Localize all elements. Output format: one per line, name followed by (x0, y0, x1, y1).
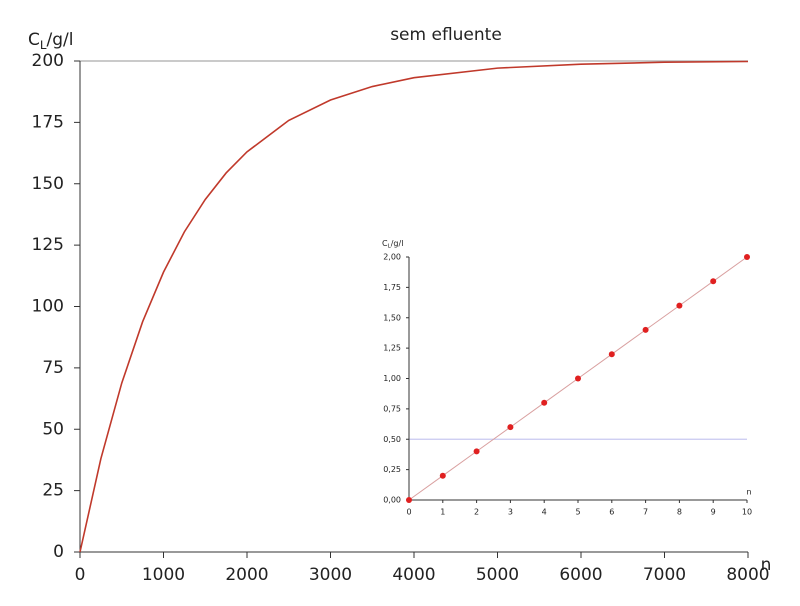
x-tick-label: 2 (474, 508, 479, 517)
y-axis-label: CL/g/l (382, 239, 403, 249)
data-point (541, 399, 548, 406)
y-tick-label: 75 (42, 358, 64, 378)
data-point (439, 472, 446, 479)
y-tick-label: 150 (32, 174, 64, 194)
x-tick-label: 8 (677, 508, 682, 517)
x-tick-label: 0 (406, 508, 411, 517)
y-tick-label: 1,00 (383, 374, 401, 383)
y-tick-label: 2,00 (383, 253, 401, 262)
x-tick-label: 7 (643, 508, 648, 517)
x-tick-label: 2000 (225, 565, 268, 585)
data-point (676, 302, 683, 309)
y-tick-label: 0,00 (383, 496, 401, 505)
y-axis-label-part: C (28, 30, 40, 50)
x-tick-label: 7000 (643, 565, 686, 585)
x-tick-label: 4 (542, 508, 547, 517)
x-tick-label: 5000 (476, 565, 519, 585)
y-axis-label-part: C (382, 239, 388, 248)
x-tick-label: 3000 (309, 565, 352, 585)
y-tick-label: 100 (32, 297, 64, 317)
data-line (79, 60, 749, 553)
x-tick-label: 1000 (142, 565, 185, 585)
data-point (642, 326, 649, 333)
data-point (507, 424, 514, 431)
data-point (575, 375, 581, 382)
x-tick-label: 10 (742, 508, 752, 517)
data-point (473, 448, 480, 455)
y-tick-label: 125 (32, 235, 64, 255)
x-tick-label: 8000 (726, 565, 769, 585)
y-axis-label-part: /g/l (47, 30, 74, 50)
x-axis-label: n (746, 488, 751, 497)
y-axis-label: CL/g/l (28, 30, 73, 52)
y-tick-label: 0,75 (383, 404, 401, 413)
y-tick-label: 1,75 (383, 283, 401, 292)
y-tick-label: 0,25 (383, 465, 401, 474)
data-point (406, 497, 412, 503)
x-tick-label: 4000 (392, 565, 435, 585)
y-tick-label: 1,50 (383, 313, 401, 322)
y-tick-label: 50 (42, 419, 64, 439)
y-tick-label: 0,50 (383, 435, 401, 444)
x-tick-label: 6000 (559, 565, 602, 585)
x-axis-label: n (761, 555, 772, 575)
x-tick-label: 9 (711, 508, 716, 517)
x-tick-label: 3 (508, 508, 513, 517)
x-tick-label: 5 (575, 508, 580, 517)
y-tick-label: 1,25 (383, 344, 401, 353)
y-tick-label: 25 (42, 481, 64, 501)
chart-title: sem efluente (390, 25, 502, 45)
y-tick-label: 175 (32, 112, 64, 132)
y-axis-label-part: L (40, 38, 47, 52)
x-tick-label: 1 (440, 508, 445, 517)
y-axis-label-part: L (388, 243, 392, 249)
y-tick-label: 200 (32, 51, 64, 71)
data-point (608, 351, 615, 358)
data-point (744, 254, 750, 260)
y-tick-label: 0 (53, 542, 64, 562)
data-point (710, 278, 717, 285)
y-axis-label-part: /g/l (391, 239, 404, 248)
x-tick-label: 0 (75, 565, 86, 585)
x-tick-label: 6 (609, 508, 614, 517)
